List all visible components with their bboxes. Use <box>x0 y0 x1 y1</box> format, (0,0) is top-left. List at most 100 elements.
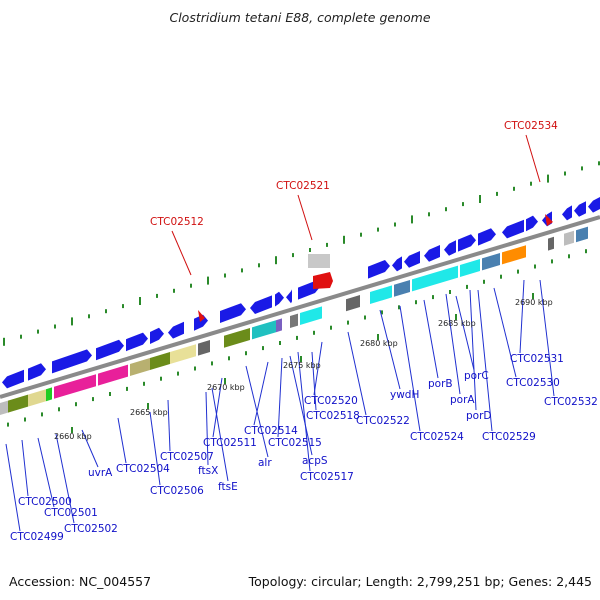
gene-label: CTC02520 <box>304 395 358 407</box>
gene-arrow <box>168 321 184 339</box>
gene-label: CTC02502 <box>64 523 118 535</box>
label-leader <box>347 331 367 416</box>
label-leader <box>297 351 311 472</box>
gene-arrow <box>28 363 46 381</box>
feature-bar <box>252 320 276 340</box>
gene-label: porC <box>464 370 489 382</box>
gene-label: CTC02532 <box>544 396 598 408</box>
accession-text: Accession: NC_004557 <box>9 574 152 589</box>
feature-bar <box>502 245 526 265</box>
label-leader <box>477 289 493 432</box>
gene-label: CTC02506 <box>150 485 204 497</box>
feature-bar <box>224 328 250 348</box>
gene-label: CTC02515 <box>268 437 322 449</box>
genome-summary-text: Topology: circular; Length: 2,799,251 bp… <box>248 574 592 589</box>
gene-arrow <box>250 295 272 314</box>
feature-bar <box>0 400 8 415</box>
feature-bar <box>370 285 392 304</box>
kbp-label: 2685 kbp <box>438 319 476 328</box>
genome-backbone <box>0 215 600 399</box>
feature-bar <box>394 280 410 297</box>
gene-label: CTC02504 <box>116 463 170 475</box>
gene-label: CTC02530 <box>506 377 560 389</box>
feature-bar <box>482 253 500 271</box>
feature-bar <box>564 230 574 246</box>
label-leader <box>167 399 171 452</box>
gene-label: CTC02529 <box>482 431 536 443</box>
feature-block <box>308 254 330 268</box>
feature-bar <box>548 236 554 251</box>
highlight-markers: CTC02512 CTC02521 CTC02534 <box>150 120 558 322</box>
gene-arrow <box>404 251 420 268</box>
gene-label: porB <box>428 378 453 390</box>
map-title: Clostridium tetani E88, complete genome <box>169 10 431 25</box>
feature-bar <box>290 313 298 328</box>
kbp-label: 2690 kbp <box>515 298 553 307</box>
gene-label: CTC02524 <box>410 431 464 443</box>
kbp-scale: 2660 kbp 2665 kbp 2670 kbp 2675 kbp 2680 kbp… <box>54 293 553 441</box>
gene-label: CTC02501 <box>44 507 98 519</box>
label-leader <box>313 341 323 396</box>
gene-arrow <box>392 256 402 272</box>
gene-arrow <box>424 245 440 262</box>
highlight-label: CTC02512 <box>150 216 204 228</box>
gene-arrow <box>444 240 456 256</box>
gene-arrow <box>194 314 208 331</box>
feature-bar <box>28 389 46 407</box>
gene-arrow <box>478 228 496 246</box>
gene-arrow <box>368 260 390 279</box>
gene-label: ywdH <box>390 389 419 401</box>
feature-bar <box>130 358 150 376</box>
label-leader <box>469 289 477 411</box>
gene-label: uvrA <box>88 467 113 479</box>
highlight-leader <box>525 134 541 183</box>
gene-label: porA <box>450 394 475 406</box>
label-leader <box>311 351 317 411</box>
gene-arrow <box>2 369 24 389</box>
label-leader <box>117 417 127 464</box>
label-leader <box>37 437 55 508</box>
feature-bar <box>576 226 588 243</box>
gene-label: ftsE <box>218 481 238 493</box>
inner-tick-track <box>7 249 587 427</box>
gene-label: CTC02531 <box>510 353 564 365</box>
feature-bar <box>198 340 210 356</box>
label-leader <box>149 411 161 486</box>
gene-arrow <box>150 327 164 344</box>
gene-label: CTC02517 <box>300 471 354 483</box>
label-leader <box>205 391 209 466</box>
label-leader <box>399 305 421 432</box>
feature-bar <box>170 344 196 364</box>
feature-bar <box>8 394 28 413</box>
feature-bar <box>98 364 128 386</box>
label-leader <box>519 279 525 354</box>
label-leader <box>379 309 401 390</box>
gene-label: CTC02499 <box>10 531 64 543</box>
gene-arrow <box>502 219 524 239</box>
gene-label: acpS <box>302 455 328 467</box>
label-leader <box>253 361 269 426</box>
feature-bar <box>300 306 322 325</box>
highlight-feature <box>313 272 333 289</box>
backbone-line <box>0 215 600 399</box>
feature-bar <box>276 318 282 333</box>
gene-label: CTC02507 <box>160 451 214 463</box>
kbp-label: 2660 kbp <box>54 432 92 441</box>
feature-bar <box>346 295 360 312</box>
highlight-label: CTC02521 <box>276 180 330 192</box>
label-leader <box>539 279 555 397</box>
gene-label: porD <box>466 410 492 422</box>
gene-arrow <box>52 349 92 374</box>
highlight-leader <box>297 194 313 241</box>
gene-arrow <box>526 215 538 232</box>
feature-bar <box>46 387 52 402</box>
outer-tick-track <box>3 161 600 346</box>
gene-arrow <box>574 201 586 217</box>
gene-arrow <box>588 197 600 213</box>
gene-arrow <box>275 291 284 307</box>
feature-bar <box>460 259 480 277</box>
kbp-label: 2675 kbp <box>283 361 321 370</box>
gene-label: CTC02511 <box>203 437 257 449</box>
kbp-label: 2680 kbp <box>360 339 398 348</box>
